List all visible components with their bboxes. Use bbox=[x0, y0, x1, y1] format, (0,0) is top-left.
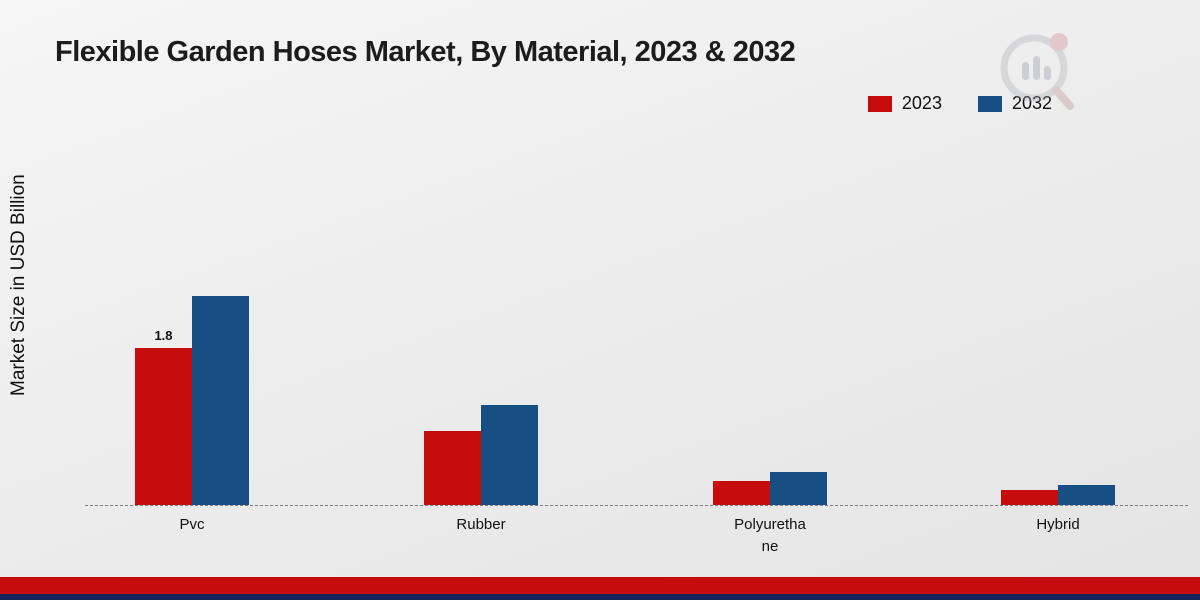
category-label-hybrid: Hybrid bbox=[1036, 516, 1080, 533]
bar-2032-rubber bbox=[481, 405, 538, 505]
footer-red-strip bbox=[0, 577, 1200, 594]
axis-baseline bbox=[85, 505, 1188, 506]
bar-2023-rubber bbox=[424, 431, 481, 505]
bar-2023-hybrid bbox=[1001, 490, 1058, 505]
legend-swatch bbox=[977, 95, 1002, 112]
y-axis-label: Market Size in USD Billion bbox=[8, 174, 29, 396]
bar-value-label: 1.8 bbox=[154, 328, 173, 343]
legend-label: 2032 bbox=[1011, 93, 1052, 113]
bar-2032-pvc bbox=[192, 296, 249, 505]
category-label-polyurethane: Polyurethane bbox=[734, 516, 806, 555]
category-label-rubber: Rubber bbox=[456, 516, 506, 533]
legend: 2023 2032 bbox=[867, 93, 1052, 114]
legend-item-2023: 2023 bbox=[867, 93, 942, 114]
bar-2032-polyurethane bbox=[770, 472, 827, 505]
bar-2023-polyurethane bbox=[713, 481, 770, 505]
footer-navy-strip bbox=[0, 594, 1200, 600]
legend-item-2032: 2032 bbox=[977, 93, 1052, 114]
legend-swatch bbox=[867, 95, 892, 112]
bar-2032-hybrid bbox=[1058, 485, 1115, 505]
bar-2023-pvc bbox=[135, 348, 192, 505]
chart-title: Flexible Garden Hoses Market, By Materia… bbox=[55, 36, 796, 68]
legend-label: 2023 bbox=[901, 93, 942, 113]
brand-logo-icon bbox=[1000, 33, 1074, 110]
category-label-pvc: Pvc bbox=[179, 516, 205, 533]
